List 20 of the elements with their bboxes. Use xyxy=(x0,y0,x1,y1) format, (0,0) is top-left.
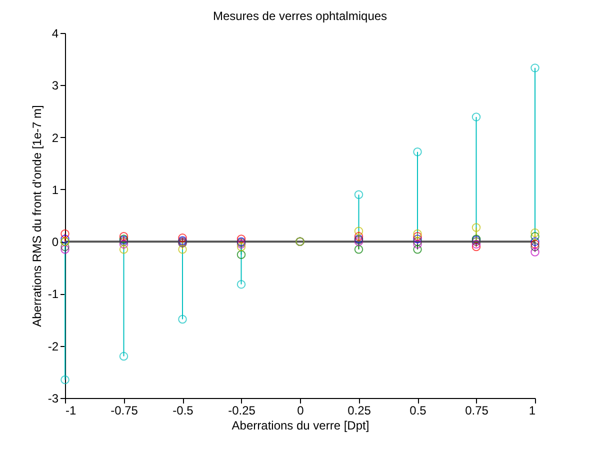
y-tick-label: -3 xyxy=(48,392,59,406)
x-tick-label: -0.5 xyxy=(172,404,194,418)
y-axis-title: Aberrations RMS du front d'onde [1e-7 m] xyxy=(30,105,44,327)
x-tick-label: 0.5 xyxy=(410,404,427,418)
y-tick-label: 2 xyxy=(52,130,59,145)
x-tick-label: -0.25 xyxy=(228,404,256,418)
chart-title: Mesures de verres ophtalmiques xyxy=(212,9,388,23)
x-tick-label: 1 xyxy=(528,404,536,418)
y-tick-label: 4 xyxy=(52,26,59,40)
y-tick-label: -1 xyxy=(48,287,59,302)
y-tick-label: 1 xyxy=(52,182,59,197)
y-tick-label: -2 xyxy=(48,339,59,354)
x-tick-label: -0.75 xyxy=(110,404,138,418)
x-tick-label: 0.75 xyxy=(465,404,489,418)
x-axis-title: Aberrations du verre [Dpt] xyxy=(232,418,370,432)
x-tick-label: 0.25 xyxy=(348,404,372,418)
y-tick-label: 3 xyxy=(52,78,59,93)
x-tick-label: -1 xyxy=(66,404,76,418)
x-tick-label: 0 xyxy=(297,404,304,418)
y-tick-label: 0 xyxy=(52,235,59,250)
